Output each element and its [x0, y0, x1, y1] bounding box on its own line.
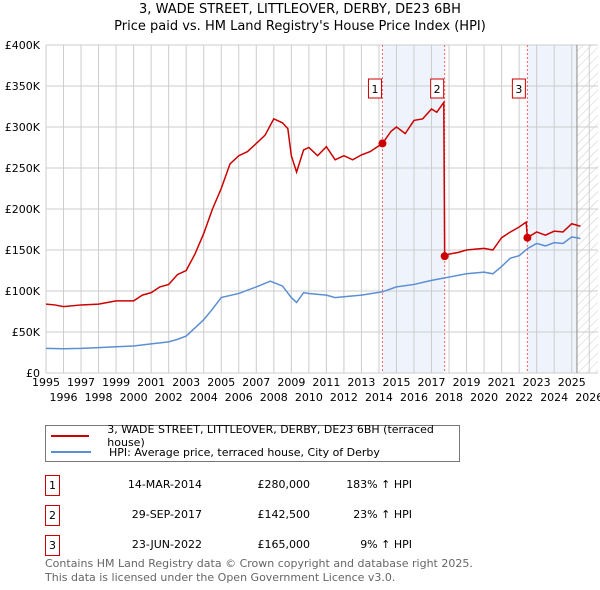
- x-tick-label: 2010: [295, 391, 323, 404]
- transaction-point: [378, 139, 387, 148]
- transaction-label: 3: [515, 83, 522, 96]
- x-tick-label: 2013: [347, 376, 375, 389]
- blue-line-swatch: [51, 451, 91, 453]
- transaction-number-badge: 1: [45, 475, 60, 496]
- transaction-point: [440, 252, 449, 261]
- x-tick-label: 2009: [277, 376, 305, 389]
- transaction-price: £142,500: [257, 508, 311, 521]
- y-tick-label: £150K: [5, 244, 41, 257]
- x-tick-label: 2023: [523, 376, 551, 389]
- transaction-label-box: [511, 78, 526, 99]
- x-tick-label: 2003: [172, 376, 200, 389]
- y-tick-label: £200K: [5, 203, 41, 216]
- transaction-number-badge: 2: [45, 505, 60, 526]
- x-tick-label: 1998: [85, 391, 113, 404]
- transaction-row: 3 23-JUN-2022 £165,000 9% ↑ HPI: [45, 535, 465, 556]
- legend-label: HPI: Average price, terraced house, City…: [109, 445, 380, 459]
- chart-subtitle: Price paid vs. HM Land Registry's House …: [114, 19, 486, 34]
- x-tick-label: 2008: [260, 391, 288, 404]
- x-tick-label: 2004: [190, 391, 218, 404]
- y-tick-label: £400K: [5, 39, 41, 52]
- legend-item-hpi: HPI: Average price, terraced house, City…: [46, 444, 380, 460]
- x-tick-label: 2015: [382, 376, 410, 389]
- legend-label: 3, WADE STREET, LITTLEOVER, DERBY, DE23 …: [107, 423, 434, 449]
- x-tick-label: 1996: [50, 391, 78, 404]
- x-tick-label: 2012: [330, 391, 358, 404]
- x-tick-label: 2024: [540, 391, 568, 404]
- price-chart: 1995 1996 1997 1998 1999 2000 2001 2002 2003 2004…: [5, 39, 600, 404]
- x-tick-label: 2000: [120, 391, 148, 404]
- transaction-label: 2: [434, 83, 441, 96]
- x-tick-label: 2011: [312, 376, 340, 389]
- transaction-date: 23-JUN-2022: [131, 538, 202, 551]
- x-tick-label: 2026: [575, 391, 600, 404]
- transaction-price: £280,000: [257, 478, 311, 491]
- footer-copyright: Contains HM Land Registry data © Crown c…: [45, 557, 473, 570]
- legend-item-property: 3, WADE STREET, LITTLEOVER, DERBY, DE23 …: [46, 423, 459, 449]
- x-tick-label: 2002: [155, 391, 183, 404]
- transaction-number-badge: 3: [45, 535, 60, 556]
- chart-title: 3, WADE STREET, LITTLEOVER, DERBY, DE23 …: [139, 2, 461, 17]
- x-tick-label: 2007: [242, 376, 270, 389]
- x-tick-label: 1999: [102, 376, 130, 389]
- x-tick-label: 2001: [137, 376, 165, 389]
- footer: Contains HM Land Registry data © Crown c…: [45, 557, 473, 585]
- transaction-row: 2 29-SEP-2017 £142,500 23% ↑ HPI: [45, 505, 465, 526]
- x-tick-label: 1997: [67, 376, 95, 389]
- x-tick-label: 1995: [32, 376, 60, 389]
- transaction-label-box: [367, 78, 382, 99]
- y-tick-label: £300K: [5, 121, 41, 134]
- transaction-price: £165,000: [257, 538, 311, 551]
- x-tick-label: 2025: [558, 376, 586, 389]
- red-line-swatch: [51, 435, 90, 437]
- x-tick-label: 2022: [505, 391, 533, 404]
- series-line: [45, 100, 581, 308]
- y-tick-label: £100K: [5, 285, 41, 298]
- transaction-hpi-change: 183% ↑ HPI: [346, 478, 412, 491]
- x-tick-label: 2014: [365, 391, 393, 404]
- x-tick-label: 2005: [207, 376, 235, 389]
- x-tick-label: 2018: [435, 391, 463, 404]
- legend: 3, WADE STREET, LITTLEOVER, DERBY, DE23 …: [45, 423, 460, 462]
- transaction-date: 14-MAR-2014: [127, 478, 202, 491]
- transaction-row: 1 14-MAR-2014 £280,000 183% ↑ HPI: [45, 475, 465, 496]
- x-tick-label: 2006: [225, 391, 253, 404]
- x-tick-label: 2021: [488, 376, 516, 389]
- series-line: [45, 236, 581, 350]
- y-tick-label: £350K: [5, 80, 41, 93]
- y-tick-label: £50K: [12, 326, 41, 339]
- footer-licence: This data is licensed under the Open Gov…: [45, 571, 396, 584]
- x-tick-label: 2019: [453, 376, 481, 389]
- transaction-hpi-change: 23% ↑ HPI: [353, 508, 412, 521]
- transaction-label-box: [430, 78, 445, 99]
- transaction-hpi-change: 9% ↑ HPI: [360, 538, 412, 551]
- transaction-label: 1: [371, 83, 378, 96]
- x-tick-label: 2017: [418, 376, 446, 389]
- y-tick-label: £0: [26, 367, 40, 380]
- transaction-point: [523, 233, 532, 242]
- x-tick-label: 2016: [400, 391, 428, 404]
- x-tick-label: 2020: [470, 391, 498, 404]
- y-tick-label: £250K: [5, 162, 41, 175]
- transaction-date: 29-SEP-2017: [131, 508, 202, 521]
